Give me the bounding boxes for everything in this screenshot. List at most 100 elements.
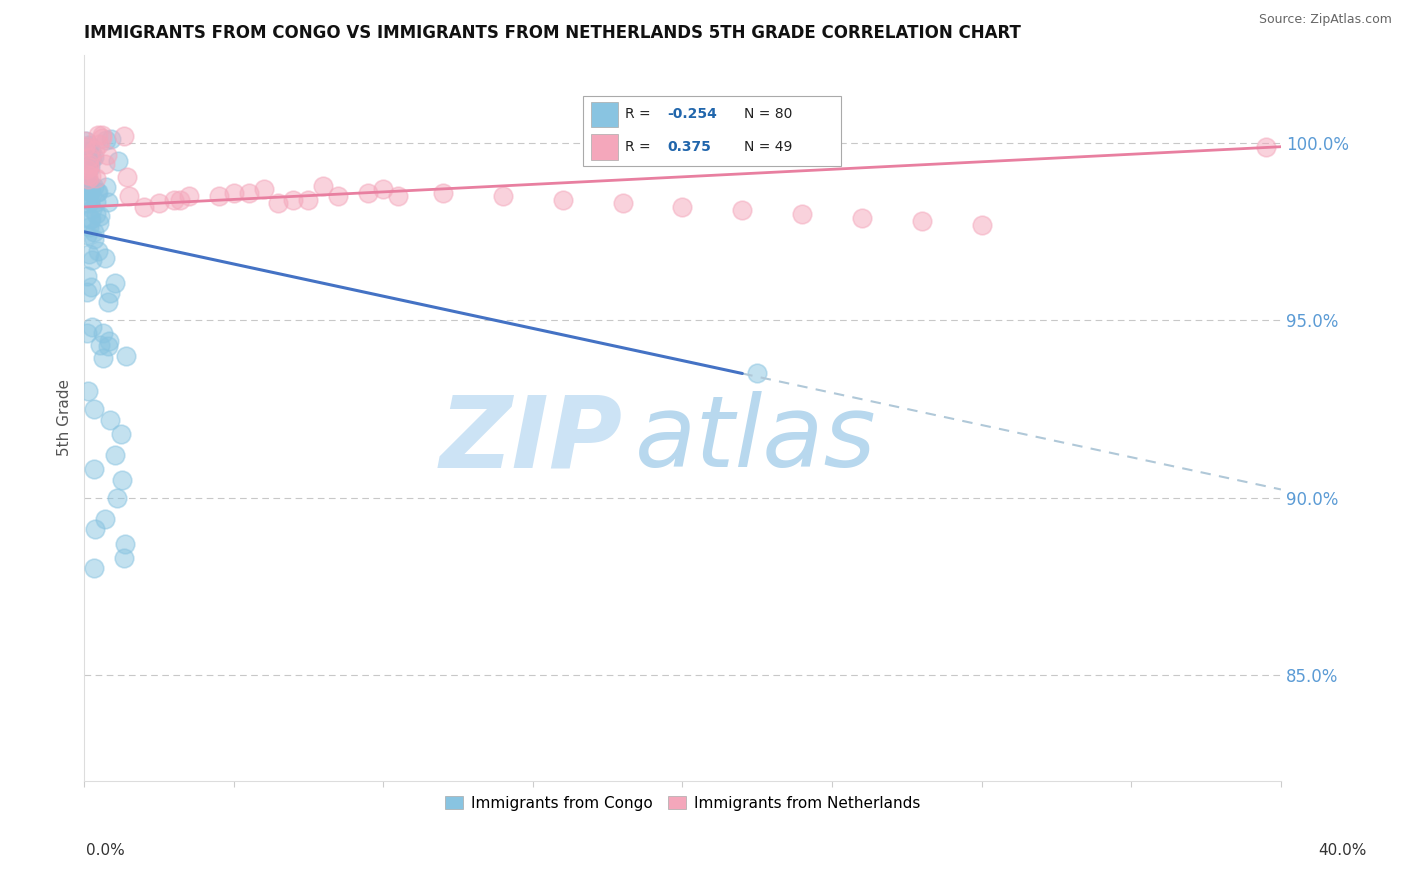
Point (79, 194, 101, 208)
Point (86, 185, 108, 199)
Point (115, 349, 138, 363)
Point (98, 286, 121, 301)
Point (77, 168, 100, 182)
Text: 0.0%: 0.0% (86, 843, 125, 858)
Point (77, 157, 100, 171)
Point (86, 195, 108, 210)
Point (79, 153, 101, 168)
Point (94, 512, 117, 526)
Point (79, 156, 101, 170)
Point (75, 134, 97, 148)
Point (89, 137, 111, 152)
Point (94, 179, 117, 194)
Point (208, 189, 231, 203)
Point (283, 193, 305, 207)
Point (73, 168, 96, 182)
Point (83, 462, 105, 476)
Point (77, 138, 100, 153)
Point (792, 207, 814, 221)
Point (76, 148, 98, 162)
Point (76, 269, 98, 284)
Point (252, 182, 274, 196)
Point (80, 185, 103, 199)
Point (79, 175, 101, 189)
Point (911, 214, 934, 228)
Point (77, 192, 100, 206)
Point (84, 207, 107, 221)
Point (328, 189, 350, 203)
Point (89, 209, 111, 223)
Point (100, 132, 122, 146)
Point (169, 193, 191, 207)
Point (79, 211, 101, 226)
Point (671, 200, 693, 214)
Point (83, 401, 105, 416)
Point (79, 185, 101, 199)
Point (91, 326, 114, 340)
Point (86, 128, 108, 142)
Point (79, 184, 101, 198)
Text: atlas: atlas (634, 391, 876, 488)
Point (97, 195, 120, 210)
Text: ZIP: ZIP (440, 391, 623, 488)
Point (110, 426, 132, 441)
Point (77, 196, 100, 211)
Point (75, 138, 97, 153)
Point (373, 182, 395, 196)
Point (312, 178, 335, 193)
Point (747, 367, 769, 381)
Y-axis label: 5th Grade: 5th Grade (58, 379, 72, 457)
Point (238, 186, 260, 200)
Legend: Immigrants from Congo, Immigrants from Netherlands: Immigrants from Congo, Immigrants from N… (439, 789, 927, 817)
Point (83, 561, 105, 575)
Point (112, 550, 135, 565)
Point (851, 211, 873, 225)
Point (970, 218, 993, 232)
Point (75, 141, 97, 155)
Point (79, 212, 101, 227)
Point (84, 523, 107, 537)
Point (97, 295, 120, 310)
Point (387, 189, 409, 203)
Point (86, 186, 108, 200)
Point (80, 151, 103, 165)
Point (148, 196, 170, 211)
Point (297, 193, 319, 207)
Point (177, 189, 200, 203)
Point (75, 178, 97, 193)
Point (75, 134, 97, 148)
Point (80, 169, 103, 183)
Point (112, 129, 135, 144)
Point (82, 319, 104, 334)
Point (551, 193, 574, 207)
Point (84, 143, 107, 157)
Point (1254, 139, 1277, 153)
Point (79, 149, 101, 163)
Point (222, 186, 245, 200)
Point (76, 227, 98, 242)
Point (357, 186, 380, 200)
Point (80, 144, 103, 158)
Point (432, 186, 454, 200)
Point (79, 280, 101, 294)
Point (94, 252, 117, 266)
Point (612, 196, 634, 211)
Point (87, 216, 110, 230)
Point (132, 200, 155, 214)
Point (115, 170, 138, 185)
Point (96, 148, 118, 162)
Point (97, 339, 120, 353)
Point (83, 232, 105, 246)
Point (77, 160, 100, 174)
Point (86, 244, 108, 258)
Point (75, 160, 97, 174)
Point (94, 133, 117, 147)
Point (77, 247, 100, 261)
Text: Source: ZipAtlas.com: Source: ZipAtlas.com (1258, 13, 1392, 27)
Point (77, 384, 100, 399)
Point (105, 491, 128, 505)
Point (79, 219, 101, 234)
Point (114, 536, 136, 550)
Point (111, 473, 134, 487)
Point (118, 189, 141, 203)
